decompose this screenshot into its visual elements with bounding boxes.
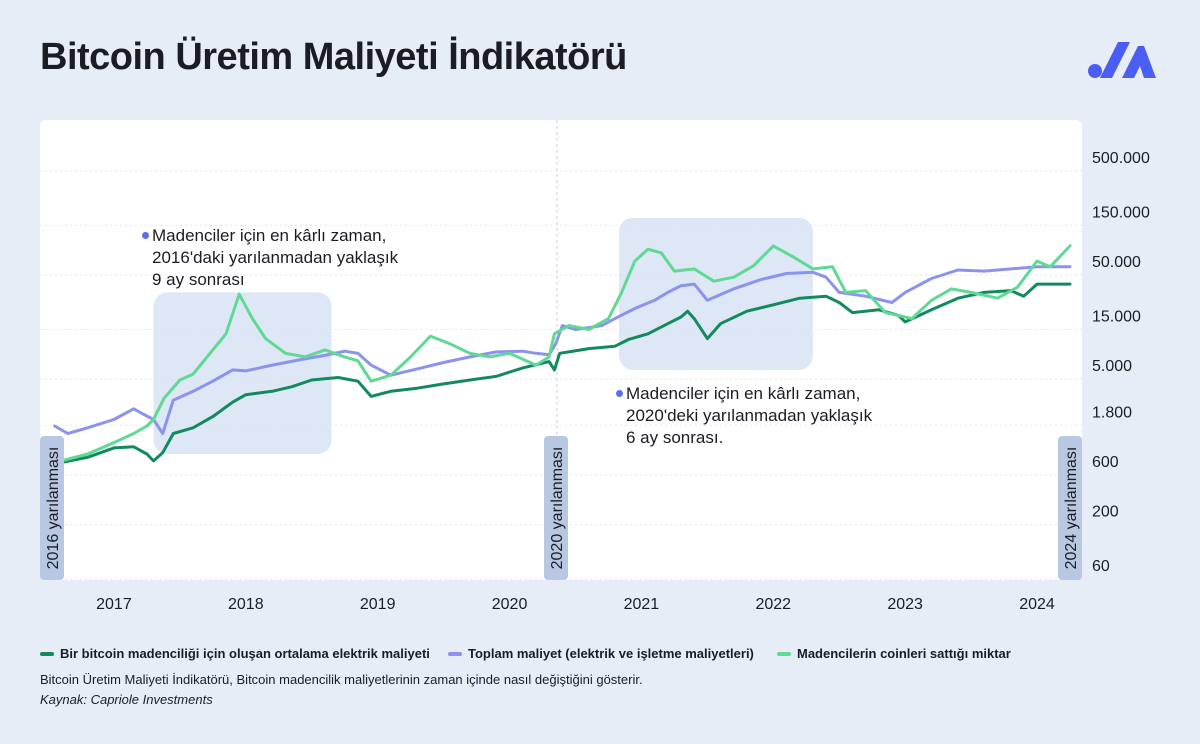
y-tick-label: 60: [1092, 558, 1110, 575]
x-tick-label: 2019: [360, 596, 396, 613]
annotation-dot-icon: [142, 232, 149, 239]
halving-label-bg: [40, 436, 64, 580]
x-tick-label: 2020: [492, 596, 528, 613]
halving-label: 2020 yarılanması: [549, 447, 566, 570]
legend-swatch: [777, 652, 791, 656]
annotation-line: 2016'daki yarılanmadan yaklaşık: [152, 248, 399, 267]
legend-label: Toplam maliyet (elektrik ve işletme mali…: [468, 646, 754, 661]
y-tick-label: 1.800: [1092, 404, 1132, 421]
y-tick-label: 5.000: [1092, 358, 1132, 375]
halving-label: 2024 yarılanması: [1063, 447, 1080, 570]
x-tick-label: 2023: [887, 596, 923, 613]
annotation-line: 6 ay sonrası.: [626, 428, 724, 447]
x-tick-label: 2018: [228, 596, 264, 613]
y-tick-label: 600: [1092, 454, 1119, 471]
brand-logo-icon: [1088, 42, 1156, 78]
x-tick-label: 2017: [96, 596, 132, 613]
page-title: Bitcoin Üretim Maliyeti İndikatörü: [40, 36, 627, 78]
highlight-period: [153, 292, 332, 454]
y-tick-label: 150.000: [1092, 204, 1150, 221]
annotation-2020: Madenciler için en kârlı zaman, 2020'dek…: [616, 383, 873, 449]
x-tick-label: 2022: [755, 596, 791, 613]
halving-label-bg: [1058, 436, 1082, 580]
annotation-2016: Madenciler için en kârlı zaman, 2016'dak…: [142, 225, 399, 291]
halving-label-bg: [544, 436, 568, 580]
legend-swatch: [40, 652, 54, 656]
highlight-period: [619, 217, 813, 370]
x-tick-label: 2024: [1019, 596, 1055, 613]
chart-note: Bitcoin Üretim Maliyeti İndikatörü, Bitc…: [40, 672, 643, 687]
annotation-line: Madenciler için en kârlı zaman,: [152, 226, 387, 245]
annotation-line: Madenciler için en kârlı zaman,: [626, 384, 861, 403]
annotation-line: 9 ay sonrası: [152, 270, 245, 289]
y-tick-label: 500.000: [1092, 150, 1150, 167]
y-tick-label: 50.000: [1092, 254, 1141, 271]
series-line: [59, 244, 1072, 463]
y-tick-label: 15.000: [1092, 308, 1141, 325]
x-tick-label: 2021: [624, 596, 660, 613]
legend-swatch: [448, 652, 462, 656]
chart-source: Kaynak: Capriole Investments: [40, 692, 213, 707]
y-tick-label: 200: [1092, 504, 1119, 521]
annotation-line: 2020'deki yarılanmadan yaklaşık: [626, 406, 873, 425]
annotation-dot-icon: [616, 390, 623, 397]
legend-label: Madencilerin coinleri sattığı miktar: [797, 646, 1011, 661]
legend-label: Bir bitcoin madenciliği için oluşan orta…: [60, 646, 430, 661]
halving-label: 2016 yarılanması: [45, 447, 62, 570]
